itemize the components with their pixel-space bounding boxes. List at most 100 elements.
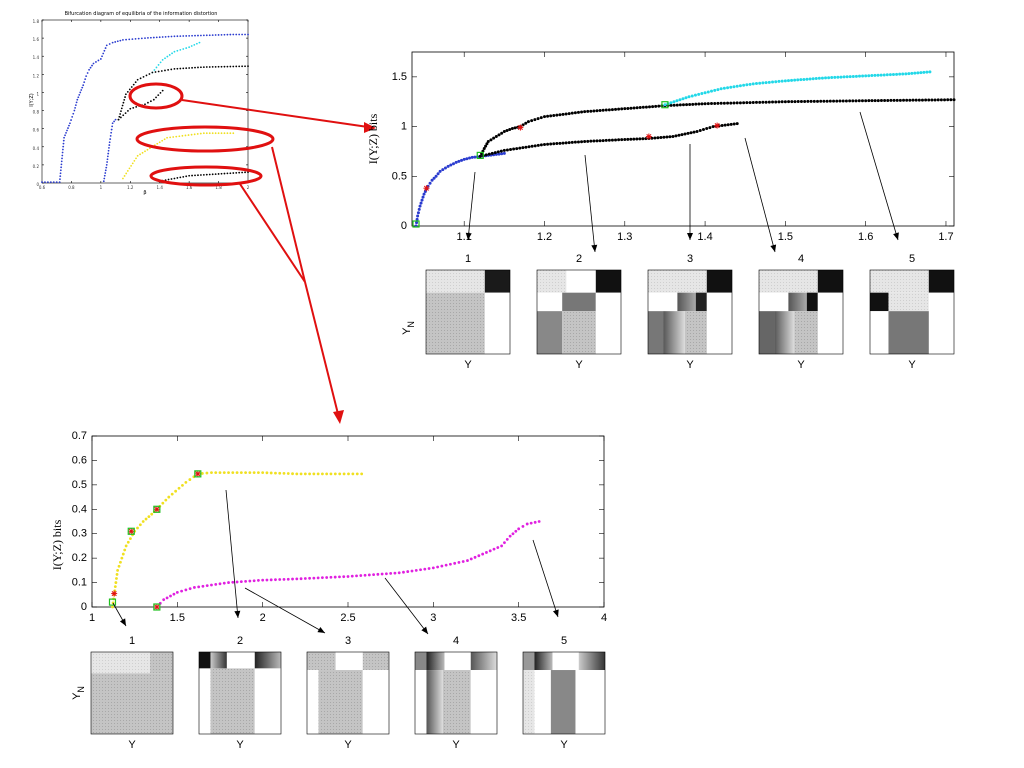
- series-3-point: [802, 77, 806, 81]
- series-1-point: [482, 146, 486, 150]
- panel-cell: [537, 292, 563, 312]
- series-3-point: [833, 75, 837, 79]
- series-0-point: [95, 61, 97, 63]
- pointer-arrow: [584, 154, 596, 253]
- series-0-point: [360, 472, 364, 476]
- series-2-point: [542, 142, 546, 146]
- series-5-point: [122, 177, 124, 180]
- series-5-point: [193, 133, 196, 136]
- series-0-point: [278, 471, 282, 475]
- series-5-point: [229, 132, 232, 135]
- series-5-point: [123, 175, 126, 177]
- series-1-point: [722, 101, 726, 105]
- series-2-point: [527, 145, 531, 149]
- series-1-point: [536, 117, 540, 121]
- series-4-point: [106, 161, 109, 163]
- series-3-point: [796, 78, 800, 82]
- series-3-point: [916, 71, 920, 75]
- series-2-point: [205, 66, 208, 68]
- series-2-point: [729, 122, 733, 126]
- series-0-point: [116, 568, 119, 572]
- panel-cell: [684, 311, 707, 354]
- image-panel-1: 1Y: [90, 635, 174, 751]
- series-0-point: [108, 43, 111, 45]
- series-5-point: [172, 136, 175, 138]
- bottom-panels-ylabel: YN: [71, 686, 86, 700]
- series-0-point: [329, 472, 333, 476]
- series-0-point: [184, 481, 188, 484]
- series-0-point: [115, 573, 119, 576]
- series-5-point: [161, 139, 164, 142]
- bifurcation-square-marker: [153, 603, 161, 611]
- panel-cell: [91, 652, 151, 674]
- series-1-point: [427, 567, 431, 570]
- series-4-point: [110, 128, 113, 131]
- series-2-point: [493, 151, 497, 155]
- series-1-point: [222, 581, 226, 585]
- series-0-point: [76, 98, 79, 101]
- bifurcation-square-marker: [153, 505, 161, 513]
- series-2-point: [524, 145, 528, 149]
- panel-cell: [254, 668, 281, 734]
- series-1-point: [385, 572, 388, 576]
- series-1-point: [703, 102, 707, 106]
- series-1-point: [299, 577, 303, 581]
- series-2-point: [626, 137, 630, 141]
- series-1-point: [342, 575, 346, 579]
- series-3-point: [669, 101, 673, 105]
- panel-cell: [335, 652, 363, 671]
- panel-cell: [523, 670, 535, 734]
- highlight-ellipse-top: [128, 82, 184, 110]
- series-6-point: [200, 174, 202, 176]
- series-1-point: [529, 521, 533, 525]
- series-1-point: [641, 105, 645, 109]
- bifurcation-square-marker: [412, 220, 420, 228]
- series-3-point: [710, 89, 714, 93]
- series-3-point: [119, 116, 122, 119]
- series-3-point: [790, 78, 794, 82]
- series-0-point: [417, 207, 421, 211]
- series-0-point: [241, 33, 244, 36]
- series-0-point: [191, 34, 193, 37]
- series-2-point: [632, 137, 636, 141]
- y-tick-label: 1.8: [33, 19, 40, 24]
- series-0-point: [124, 544, 128, 548]
- series-1-point: [832, 99, 836, 103]
- series-0-point: [446, 164, 450, 168]
- series-1-point: [190, 45, 193, 47]
- x-tick-label: 1.4: [157, 185, 164, 190]
- series-2-point: [595, 139, 599, 143]
- series-1-point: [338, 575, 341, 579]
- series-3-point: [774, 80, 778, 84]
- series-2-point: [179, 67, 182, 70]
- arrow-head-bottom-zoom: [333, 410, 344, 424]
- series-1-point: [539, 116, 543, 120]
- series-1-point: [503, 541, 506, 545]
- series-2-point: [151, 71, 154, 74]
- series-1-point: [162, 598, 166, 602]
- star-stroke: [128, 528, 134, 534]
- panel-cell: [362, 670, 389, 734]
- panel-number: 4: [798, 253, 804, 265]
- series-5-point: [141, 151, 144, 154]
- x-tick-label: 1.2: [537, 231, 552, 243]
- panel-xlabel: Y: [128, 739, 136, 751]
- series-0-point: [465, 157, 469, 161]
- series-2-point: [589, 139, 593, 143]
- series-1-point: [508, 128, 512, 132]
- series-3-point: [738, 84, 742, 88]
- panel-number: 3: [345, 635, 351, 647]
- series-2-point: [607, 138, 611, 142]
- series-1-point: [166, 55, 169, 58]
- series-2-point: [665, 135, 669, 139]
- panel-cell: [648, 311, 664, 354]
- series-3-point: [811, 77, 815, 81]
- series-1-point: [952, 98, 956, 102]
- series-0-point: [125, 38, 127, 41]
- series-3-point: [851, 74, 855, 78]
- series-0-point: [182, 35, 185, 37]
- series-0-point: [105, 44, 108, 47]
- series-0-point: [434, 174, 438, 178]
- series-3-point: [870, 74, 874, 78]
- series-4-point: [103, 177, 106, 180]
